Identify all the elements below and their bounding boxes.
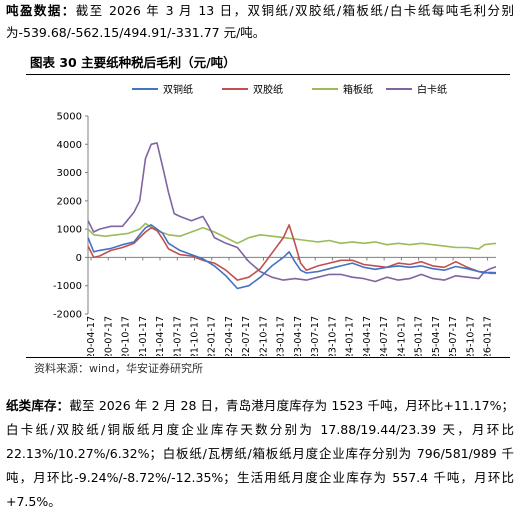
series-line-4 [87, 142, 497, 283]
y-tick-label: -2000 [53, 310, 82, 321]
x-tick-label: 2022-07-17 [241, 316, 252, 356]
x-tick-label: 2026-01-17 [483, 316, 494, 356]
x-tick-label: 2024-07-17 [379, 316, 390, 356]
x-tick-label: 2021-04-17 [155, 316, 166, 356]
inventory-paragraph: 纸类库存：截至 2026 年 2 月 28 日，青岛港月度库存为 1523 千吨… [6, 394, 514, 514]
profit-text: 截至 2026 年 3 月 13 日，双铜纸/双胶纸/箱板纸/白卡纸每吨毛利分别… [6, 3, 514, 40]
x-tick-label: 2021-07-17 [172, 316, 183, 356]
y-tick-label: 4000 [57, 140, 82, 151]
series-line-2 [87, 224, 496, 281]
y-tick-label: 5000 [57, 112, 82, 123]
x-tick-label: 2025-07-17 [448, 316, 459, 356]
y-tick-label: 2000 [57, 196, 82, 207]
x-tick-label: 2020-07-17 [103, 316, 114, 356]
x-tick-label: 2024-01-17 [345, 316, 356, 356]
source-note: 资料来源：wind，华安证券研究所 [34, 362, 204, 375]
inventory-text: 截至 2026 年 2 月 28 日，青岛港月度库存为 1523 千吨，月环比+… [6, 398, 514, 509]
y-tick-label: 3000 [57, 168, 82, 179]
legend-label: 箱板纸 [343, 83, 373, 96]
source-divider [26, 357, 510, 358]
x-tick-label: 2023-07-17 [310, 316, 321, 356]
legend-label: 白卡纸 [417, 83, 447, 96]
figure-title: 图表 30 主要纸种税后毛利（元/吨） [30, 55, 236, 70]
x-tick-label: 2023-10-17 [327, 316, 338, 356]
x-tick-label: 2023-01-17 [276, 316, 287, 356]
profit-lead: 吨盈数据： [6, 3, 76, 18]
x-tick-label: 2025-10-17 [465, 316, 476, 356]
y-tick-label: 1000 [57, 225, 82, 236]
series-line-1 [87, 224, 497, 290]
x-tick-label: 2022-10-17 [258, 316, 269, 356]
profit-paragraph: 吨盈数据：截至 2026 年 3 月 13 日，双铜纸/双胶纸/箱板纸/白卡纸每… [6, 0, 514, 44]
legend-label: 双胶纸 [253, 83, 283, 96]
title-divider [26, 74, 510, 75]
x-tick-label: 2025-04-17 [431, 316, 442, 356]
y-tick-label: -1000 [53, 281, 82, 292]
x-tick-label: 2023-04-17 [293, 316, 304, 356]
y-tick-label: 0 [76, 253, 82, 264]
x-tick-label: 2022-01-17 [207, 316, 218, 356]
x-tick-label: 2025-01-17 [414, 316, 425, 356]
x-tick-label: 2024-04-17 [362, 316, 373, 356]
x-tick-label: 2022-04-17 [224, 316, 235, 356]
x-tick-label: 2021-01-17 [138, 316, 149, 356]
x-tick-label: 2021-10-17 [190, 316, 201, 356]
profit-line-chart: -2000 -1000 0 1000 2000 3000 4000 5000 2020-04-1… [53, 83, 497, 356]
x-tick-label: 2020-10-17 [121, 316, 132, 356]
inventory-lead: 纸类库存： [6, 398, 70, 413]
x-tick-label: 2020-04-17 [86, 316, 97, 356]
legend-label: 双铜纸 [163, 83, 193, 96]
x-tick-label: 2024-10-17 [396, 316, 407, 356]
